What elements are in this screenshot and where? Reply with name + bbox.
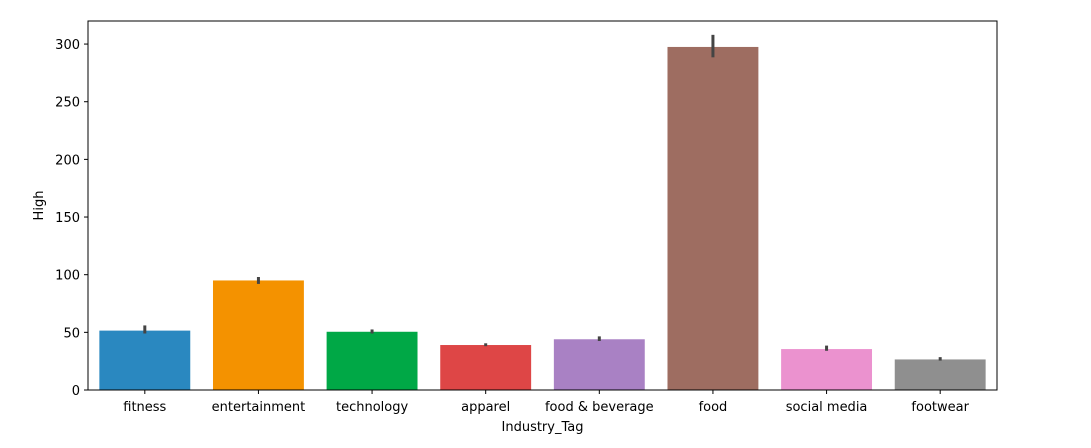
bar-technology: [326, 331, 418, 390]
x-tick-label: footwear: [911, 400, 969, 415]
bar-apparel: [440, 345, 532, 390]
y-tick-label: 50: [63, 326, 80, 341]
x-tick-label: fitness: [123, 400, 166, 415]
error-bars-group: [143, 34, 942, 361]
y-tick-label: 250: [55, 96, 80, 111]
y-tick-label: 300: [55, 38, 80, 53]
y-tick-label: 100: [55, 269, 80, 284]
x-tick-label: technology: [336, 400, 408, 415]
plot-frame: [87, 20, 998, 391]
bar-food-beverage: [553, 339, 645, 390]
bar-social-media: [781, 349, 873, 390]
x-tick-label: entertainment: [212, 400, 306, 415]
y-tick-label: 0: [72, 384, 80, 399]
bars-group: [99, 46, 986, 390]
x-axis-title: Industry_Tag: [502, 420, 584, 435]
bar-food: [667, 46, 759, 390]
x-tick-label: food & beverage: [545, 400, 654, 415]
y-tick-label: 150: [55, 211, 80, 226]
y-tick-label: 200: [55, 153, 80, 168]
bar-footwear: [894, 359, 986, 390]
x-tick-label: apparel: [461, 400, 510, 415]
x-tick-label: social media: [786, 400, 868, 415]
y-axis-title: High: [32, 191, 47, 221]
bar-entertainment: [212, 280, 304, 390]
x-axis: fitness entertainment technology apparel foo…: [123, 390, 970, 415]
bar-fitness: [99, 330, 191, 390]
y-axis: 0 50 100 150 200 250 300: [55, 38, 88, 399]
x-tick-label: food: [699, 400, 728, 415]
